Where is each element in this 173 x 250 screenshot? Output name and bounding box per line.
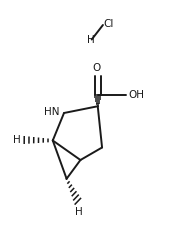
Text: H: H xyxy=(75,207,83,217)
Text: Cl: Cl xyxy=(104,19,114,29)
Text: HN: HN xyxy=(44,107,60,117)
Text: H: H xyxy=(13,135,21,145)
Text: OH: OH xyxy=(128,90,144,100)
Text: O: O xyxy=(92,63,100,73)
Text: H: H xyxy=(87,35,95,45)
